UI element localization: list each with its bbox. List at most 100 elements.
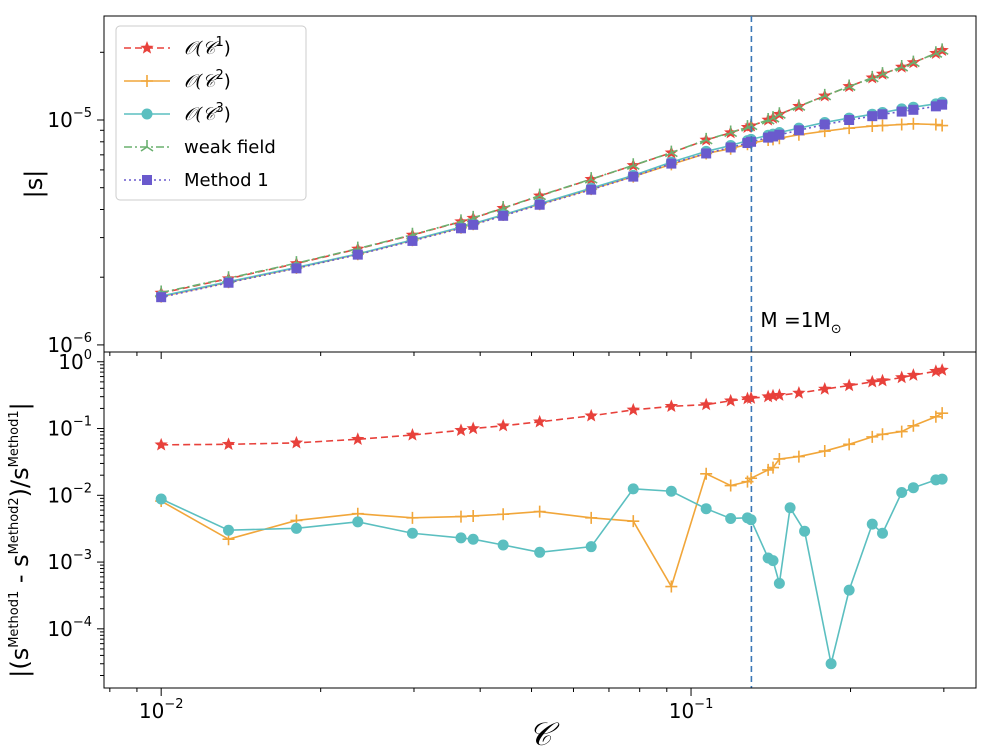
top-y-axis-label: |s| <box>20 170 48 199</box>
legend-marker-1 <box>141 75 153 87</box>
bottom-point-2-24 <box>876 527 888 539</box>
bottom-point-1-5 <box>454 510 467 523</box>
bottom-point-1-16 <box>762 463 775 476</box>
top-point-4-12 <box>701 148 712 159</box>
legend-marker-3 <box>140 140 154 152</box>
bottom-point-1-27 <box>936 407 949 420</box>
bottom-point-2-10 <box>627 483 639 495</box>
top-point-4-2 <box>291 263 302 274</box>
bottom-ytick-label-3-exp: −1 <box>73 415 92 430</box>
bottom-point-2-0 <box>155 493 167 505</box>
legend-label-4: Method 1 <box>184 170 269 191</box>
legend-label-1: 𝒪(𝒞2) <box>184 68 231 92</box>
bottom-ytick-label-1-base: 10 <box>47 550 72 574</box>
top-point-4-1 <box>223 277 234 288</box>
top-panel: 10−610−5 M =1M⊙ |s| 𝒪(𝒞1)𝒪(𝒞2)𝒪(𝒞3)weak … <box>20 15 977 688</box>
bottom-point-2-18 <box>773 577 785 589</box>
top-series-4 <box>156 99 948 303</box>
legend-label-close-2: ) <box>224 104 231 125</box>
bottom-point-0-16 <box>761 389 775 403</box>
top-point-1-25 <box>907 117 920 130</box>
top-point-4-19 <box>793 125 804 136</box>
bottom-point-0-6 <box>466 421 480 435</box>
top-point-4-4 <box>407 235 418 246</box>
top-point-3-20 <box>818 88 832 101</box>
top-point-4-26 <box>930 101 941 112</box>
bottom-point-0-1 <box>221 437 236 450</box>
top-point-4-13 <box>725 142 736 153</box>
top-point-4-7 <box>498 210 509 221</box>
top-point-3-9 <box>584 172 598 184</box>
top-point-4-17 <box>768 131 779 142</box>
legend-label-base-1: 𝒪(𝒞 <box>184 71 220 92</box>
bottom-point-1-22 <box>866 430 879 443</box>
top-point-4-5 <box>455 223 466 234</box>
bottom-point-0-0 <box>154 437 168 451</box>
bottom-point-0-12 <box>699 397 713 411</box>
top-point-3-27 <box>935 43 949 56</box>
bottom-point-2-13 <box>725 512 737 524</box>
bottom-point-0-13 <box>724 393 738 407</box>
bottom-point-2-19 <box>784 502 796 514</box>
legend-item-4: Method 1 <box>124 170 269 191</box>
top-point-3-21 <box>842 79 856 92</box>
bottom-point-2-26 <box>907 482 919 494</box>
top-ytick-label-0-exp: −6 <box>73 331 92 346</box>
top-point-4-3 <box>352 249 363 260</box>
top-point-4-11 <box>666 158 677 169</box>
top-point-3-8 <box>533 188 547 201</box>
top-point-3-11 <box>664 145 678 158</box>
bottom-point-2-15 <box>745 514 757 526</box>
bottom-point-2-12 <box>700 503 712 515</box>
bottom-ytick-label-4: 100 <box>58 348 92 374</box>
legend-items: 𝒪(𝒞1) 𝒪(𝒞2) 𝒪(𝒞3) weak field Method 1 <box>124 35 276 191</box>
legend-marker-2 <box>141 108 153 120</box>
top-point-3-25 <box>906 55 920 68</box>
bottom-point-0-9 <box>584 408 598 422</box>
bottom-point-0-19 <box>792 386 806 399</box>
legend-item-2: 𝒪(𝒞3) <box>124 101 231 125</box>
ylabel-part-a: |(s <box>6 648 34 678</box>
bottom-series-line-0 <box>161 369 943 446</box>
bottom-point-2-28 <box>936 473 948 485</box>
bottom-ytick-label-0-exp: −4 <box>73 615 92 630</box>
bottom-series-line-1 <box>160 412 943 589</box>
bottom-series-1 <box>155 407 949 593</box>
bottom-xtick-label-0-base: 10 <box>139 699 164 723</box>
bottom-ytick-label-3: 10−1 <box>47 415 92 441</box>
top-point-3-12 <box>699 132 713 145</box>
top-point-4-0 <box>156 292 167 303</box>
legend-item-1: 𝒪(𝒞2) <box>124 68 231 92</box>
bottom-point-2-22 <box>843 584 855 596</box>
bottom-ytick-label-1: 10−3 <box>47 548 92 574</box>
top-point-1-24 <box>895 118 908 131</box>
bottom-y-axis-label: |(sMethod1 - sMethod2)/sMethod1| <box>6 402 34 678</box>
bottom-point-2-21 <box>825 658 837 670</box>
bottom-point-0-11 <box>664 399 678 412</box>
top-point-4-18 <box>774 129 785 140</box>
top-point-3-22 <box>865 70 879 83</box>
bottom-point-1-4 <box>406 511 419 524</box>
bottom-point-0-23 <box>875 373 890 387</box>
top-point-4-24 <box>896 106 907 117</box>
legend-label-base-2: 𝒪(𝒞 <box>184 104 220 125</box>
bottom-ytick-label-0: 10−4 <box>47 615 92 641</box>
bottom-point-2-5 <box>455 532 467 544</box>
top-point-4-25 <box>908 104 919 115</box>
bottom-ytick-label-4-exp: 0 <box>84 348 92 363</box>
legend-item-3: weak field <box>124 137 276 158</box>
legend-label-close-1: ) <box>224 71 231 92</box>
bottom-xtick-label-1-exp: −1 <box>694 697 713 712</box>
bottom-point-2-8 <box>534 546 546 558</box>
bottom-point-1-26 <box>929 410 942 423</box>
top-point-4-22 <box>867 111 878 122</box>
bottom-xtick-label-1-base: 10 <box>669 699 694 723</box>
bottom-point-0-10 <box>626 402 640 416</box>
legend-label-0: 𝒪(𝒞1) <box>184 35 231 59</box>
bottom-point-0-26 <box>929 364 943 377</box>
bottom-point-1-17 <box>767 461 780 474</box>
bottom-point-2-17 <box>767 555 779 567</box>
top-point-4-20 <box>819 119 830 130</box>
